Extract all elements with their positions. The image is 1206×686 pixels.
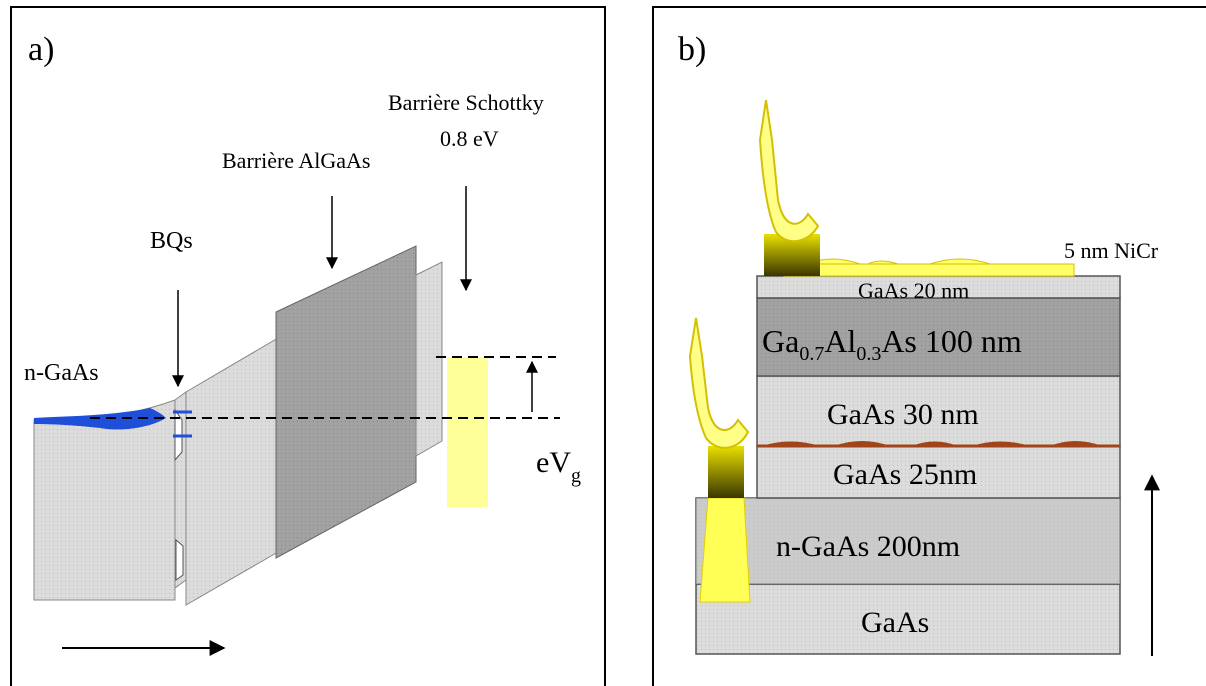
- algaas-ga-sub: 0.7: [799, 343, 824, 365]
- algaas-rest: As 100 nm: [881, 323, 1022, 359]
- algaas-al: Al: [824, 323, 856, 359]
- quantum-dots: [762, 441, 1102, 446]
- gaas30-label: GaAs 30 nm: [827, 398, 979, 431]
- panel-b-border: [652, 6, 1206, 686]
- top-wire: [758, 99, 820, 242]
- layer-gaas-25: [756, 445, 1121, 499]
- schottky-metal: [447, 357, 488, 507]
- algaas-label: Ga0.7Al0.3As 100 nm: [762, 323, 1022, 365]
- algaas-ga: Ga: [762, 323, 799, 359]
- n-gaas-label: n-GaAs: [24, 360, 99, 386]
- schottky-barrier-label: Barrière Schottky: [388, 90, 544, 115]
- algaas-al-sub: 0.3: [856, 343, 881, 365]
- substrate-label: GaAs: [861, 606, 929, 639]
- gaas20-label: GaAs 20 nm: [858, 278, 969, 303]
- gaas25-label: GaAs 25nm: [833, 458, 977, 491]
- gaas-left-region: [33, 399, 176, 601]
- bottom-wire: [688, 317, 750, 449]
- bottom-contact-pad: [708, 446, 744, 498]
- algaas-barrier-label: Barrière AlGaAs: [222, 148, 370, 173]
- panel-a-label: a): [28, 31, 54, 68]
- ngaas200-label: n-GaAs 200nm: [776, 530, 960, 563]
- evg-sub: g: [571, 465, 581, 487]
- schottky-value-label: 0.8 eV: [440, 126, 499, 151]
- layer-algaas-100: [756, 297, 1121, 377]
- nicr-bumps: [805, 258, 991, 265]
- bqs-label: BQs: [150, 228, 193, 254]
- panel-a-border: [10, 6, 606, 686]
- bq-notch-lower: [175, 538, 184, 581]
- gaas-sloped-region: [185, 337, 279, 606]
- panel-b-label: b): [678, 31, 706, 68]
- gaas-right-region: [415, 261, 443, 457]
- evg-label: eVg: [536, 446, 581, 487]
- algaas-barrier: [275, 245, 417, 559]
- bottom-contact: [699, 497, 751, 603]
- evg-main: eV: [536, 446, 571, 479]
- nicr-film: [783, 263, 1075, 277]
- layer-n-gaas-200-tex: [696, 498, 1120, 584]
- nicr-label: 5 nm NiCr: [1064, 238, 1159, 263]
